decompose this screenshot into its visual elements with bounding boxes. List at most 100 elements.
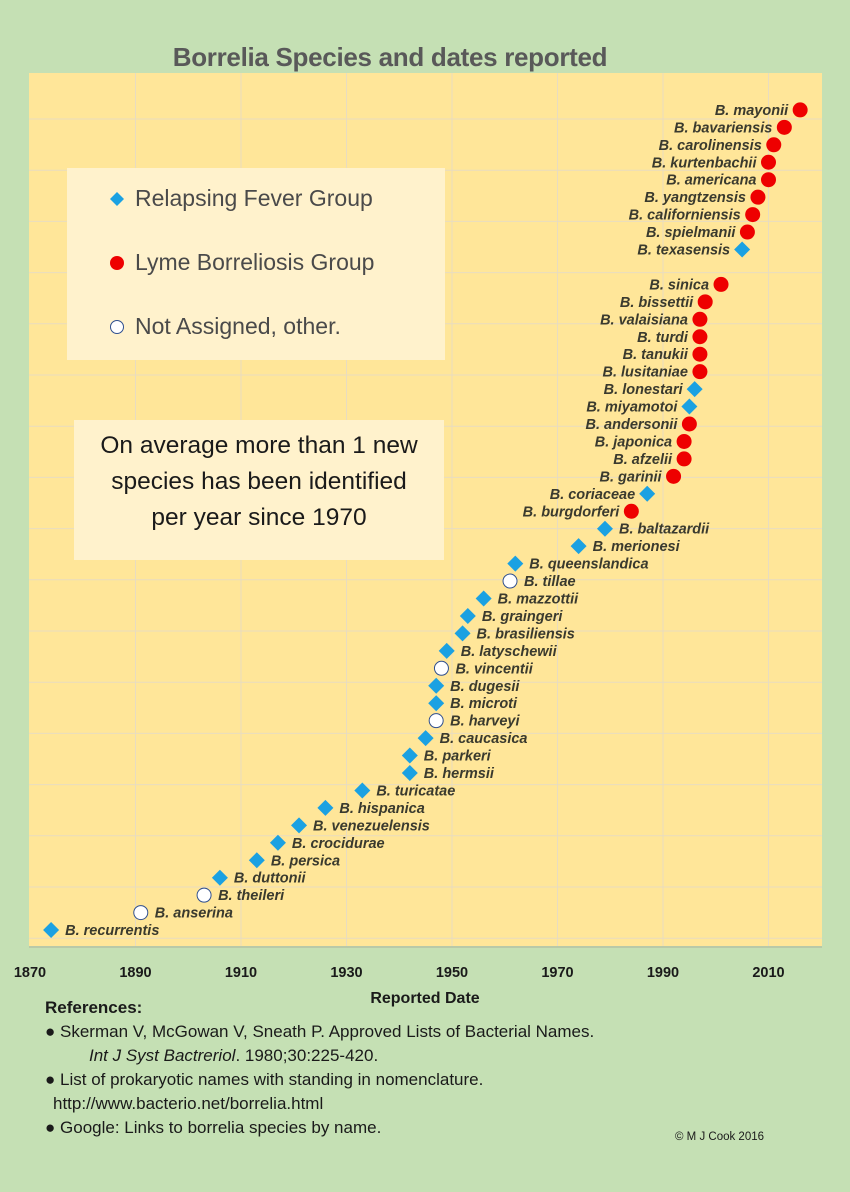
red-circle-marker [697, 294, 713, 310]
species-label: B. duttonii [234, 871, 307, 887]
red-circle-marker [666, 468, 682, 484]
diamond-marker [475, 590, 492, 607]
x-tick-label: 1990 [647, 965, 679, 980]
red-circle-marker [776, 119, 792, 135]
data-point: B. miyamotoi [586, 398, 698, 416]
diamond-marker [570, 538, 587, 555]
data-point: B. dugesii [428, 677, 520, 695]
diamond-marker [734, 241, 751, 258]
diamond-marker [291, 817, 308, 834]
data-point: B. bavariensis [674, 119, 792, 136]
legend-item-lyme: Lyme Borreliosis Group [109, 249, 374, 276]
data-point: B. anserina [133, 905, 233, 922]
data-point: B. afzelii [613, 451, 692, 468]
data-point: B. sinica [649, 276, 729, 293]
species-label: B. hermsii [424, 766, 495, 782]
red-circle-marker [692, 346, 708, 362]
red-circle-marker [745, 207, 761, 223]
data-point: B. texasensis [637, 241, 751, 259]
species-label: B. recurrentis [65, 923, 159, 939]
species-label: B. vincentii [455, 661, 533, 677]
data-point: B. brasiliensis [454, 625, 575, 642]
references: References: ● Skerman V, McGowan V, Snea… [45, 996, 594, 1140]
data-point: B. hispanica [317, 799, 425, 817]
data-point: B. bissettii [620, 294, 713, 311]
data-point: B. tillae [502, 573, 576, 590]
diamond-marker [401, 765, 418, 781]
annotation-line: species has been identified [111, 468, 407, 495]
species-label: B. merionesi [593, 539, 681, 555]
species-label: B. caucasica [440, 731, 528, 747]
bullet-icon: ● [45, 1118, 56, 1137]
species-label: B. lonestari [604, 382, 684, 398]
species-label: B. persica [271, 853, 340, 869]
red-circle-marker [766, 137, 782, 153]
data-point: B. queenslandica [507, 555, 649, 573]
data-point: B. baltazardii [596, 520, 710, 538]
x-tick-label: 1910 [225, 965, 257, 980]
x-tick-label: 1870 [14, 965, 46, 980]
species-label: B. harveyi [450, 714, 520, 730]
species-label: B. turicatae [376, 783, 455, 799]
species-label: B. kurtenbachii [652, 155, 758, 171]
species-label: B. venezuelensis [313, 818, 430, 834]
data-point: B. graingeri [459, 607, 564, 625]
diamond-marker [401, 747, 418, 764]
species-label: B. lusitaniae [603, 365, 688, 381]
data-point: B. hermsii [401, 765, 495, 782]
species-label: B. bissettii [620, 295, 694, 311]
species-label: B. bavariensis [674, 120, 772, 136]
references-title: References: [45, 998, 143, 1017]
diamond-marker [354, 782, 371, 799]
species-label: B. anserina [155, 906, 233, 922]
annotation-line: per year since 1970 [151, 504, 367, 531]
red-circle-marker [676, 433, 692, 449]
data-point: B. valaisiana [600, 311, 708, 328]
data-point: B. yangtzensis [644, 189, 766, 206]
x-tick-label: 1950 [436, 965, 468, 980]
species-label: B. mayonii [715, 103, 789, 119]
data-point: B. caucasica [417, 730, 528, 747]
red-circle-marker [739, 224, 755, 240]
diamond-marker [417, 730, 434, 747]
open-circle-marker [428, 713, 444, 729]
data-point: B. andersonii [586, 416, 697, 433]
diamond-marker [248, 852, 265, 869]
diamond-marker [454, 625, 471, 642]
data-point: B. lusitaniae [603, 364, 708, 381]
species-label: B. tillae [524, 574, 576, 590]
red-circle-marker [676, 451, 692, 467]
reference-url[interactable]: http://www.bacterio.net/borrelia.html [53, 1094, 324, 1113]
diamond-marker [596, 520, 613, 537]
diamond-marker [211, 869, 228, 886]
x-tick-label: 1890 [119, 965, 151, 980]
data-point: B. theileri [196, 887, 285, 904]
species-label: B. graingeri [482, 609, 564, 625]
open-circle-marker [502, 573, 518, 589]
x-tick-label: 2010 [752, 965, 784, 980]
species-label: B. latyschewii [461, 644, 558, 660]
data-point: B. persica [248, 852, 340, 869]
diamond-marker [507, 555, 524, 572]
reference-item: ● List of prokaryotic names with standin… [45, 1070, 484, 1089]
species-label: B. californiensis [629, 208, 741, 224]
data-point: B. venezuelensis [291, 817, 430, 834]
data-point: B. kurtenbachii [652, 154, 776, 171]
x-axis-ticks: 1870 1890 1910 1930 1950 1970 1990 2010 [14, 965, 785, 980]
species-label: B. carolinensis [659, 138, 762, 154]
data-point: B. garinii [600, 468, 682, 485]
red-circle-marker [750, 189, 766, 205]
species-label: B. dugesii [450, 679, 520, 695]
species-label: B. burgdorferi [523, 504, 621, 520]
diamond-marker [269, 834, 286, 851]
species-label: B. turdi [637, 330, 689, 346]
data-point: B. burgdorferi [523, 503, 639, 520]
x-tick-label: 1970 [541, 965, 573, 980]
chart-title: Borrelia Species and dates reported [172, 42, 608, 72]
data-point: B. spielmanii [646, 224, 755, 241]
reference-item: ● Google: Links to borrelia species by n… [45, 1118, 382, 1137]
species-label: B. theileri [218, 888, 285, 904]
legend-item-other: Not Assigned, other. [109, 313, 341, 340]
diamond-marker [639, 485, 656, 502]
